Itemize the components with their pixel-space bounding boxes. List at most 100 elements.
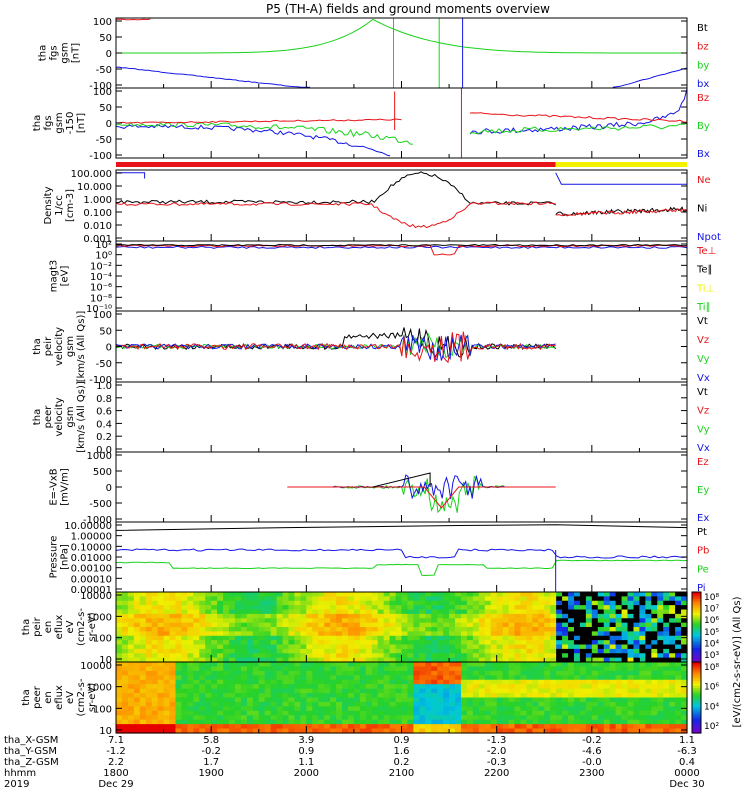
spectrogram-cell [116, 666, 123, 672]
spectrogram-cell [496, 662, 504, 668]
spectrogram-cell [466, 706, 474, 712]
spectrogram-cell [573, 706, 581, 712]
spectrogram-cell [681, 635, 688, 641]
spectrogram-cell [591, 631, 599, 637]
legend-item: bx [697, 79, 709, 90]
spectrogram-cell [508, 710, 516, 716]
spectrogram-cell [133, 635, 141, 641]
spectrogram-cell [466, 600, 474, 606]
spectrogram-cell [579, 653, 587, 659]
spectrogram-cell [526, 662, 533, 668]
spectrogram-cell [609, 653, 617, 659]
spectrogram-cell [526, 684, 533, 690]
spectrogram-cell [312, 679, 319, 685]
colorbar-step [692, 709, 701, 713]
spectrogram-cell [181, 596, 188, 602]
xaxis-tick-label: 0000 [674, 768, 699, 779]
spectrogram-cell [496, 627, 504, 632]
spectrogram-cell [217, 728, 224, 734]
spectrogram-cell [229, 662, 236, 668]
spectrogram-cell [413, 596, 420, 602]
y-axis-label: peer [43, 405, 54, 429]
spectrogram-cell [413, 728, 420, 734]
spectrogram-cell [633, 724, 641, 730]
spectrogram-cell [151, 710, 159, 716]
spectrogram-cell [478, 622, 486, 628]
spectrogram-cell [514, 670, 522, 676]
spectrogram-cell [490, 605, 498, 611]
spectrogram-cell [544, 644, 551, 650]
spectrogram-cell [365, 697, 373, 703]
spectrogram-cell [395, 724, 403, 730]
spectrogram-cell [639, 605, 646, 611]
spectrogram-cell [324, 648, 331, 654]
spectrogram-cell [288, 622, 296, 628]
spectrogram-cell [627, 600, 635, 606]
spectrogram-cell [466, 675, 474, 681]
spectrogram-cell [532, 666, 539, 672]
spectrogram-cell [199, 719, 206, 725]
spectrogram-cell [199, 662, 206, 668]
spectrogram-cell [246, 622, 254, 628]
spectrogram-cell [639, 684, 646, 690]
spectrogram-cell [526, 675, 533, 681]
spectrogram-cell [258, 706, 266, 712]
spectrogram-cell [627, 697, 635, 703]
spectrogram-cell [383, 592, 391, 597]
spectrogram-cell [508, 653, 516, 659]
spectrogram-cell [556, 605, 563, 611]
spectrogram-cell [591, 657, 599, 663]
spectrogram-cell [121, 662, 129, 668]
spectrogram-cell [579, 596, 587, 602]
spectrogram-cell [377, 622, 385, 628]
spectrogram-cell [431, 715, 438, 721]
spectrogram-cell [478, 679, 486, 685]
spectrogram-cell [175, 701, 183, 707]
trace-te-par [116, 243, 688, 247]
spectrogram-cell [502, 701, 510, 707]
spectrogram-cell [175, 596, 183, 602]
spectrogram-cell [508, 622, 516, 628]
spectrogram-cell [252, 592, 260, 597]
spectrogram-cell [443, 715, 450, 721]
spectrogram-cell [139, 715, 147, 721]
spectrogram-cell [437, 605, 444, 611]
spectrogram-cell [288, 710, 296, 716]
spectrogram-cell [175, 627, 183, 632]
spectrogram-cell [407, 710, 414, 716]
spectrogram-cell [181, 684, 188, 690]
spectrogram-cell [460, 627, 468, 632]
spectrogram-cell [205, 706, 212, 712]
spectrogram-cell [336, 600, 343, 606]
spectrogram-cell [353, 622, 361, 628]
spectrogram-cell [133, 666, 141, 672]
spectrogram-cell [484, 644, 492, 650]
spectrogram-cell [609, 592, 617, 597]
spectrogram-cell [508, 648, 516, 654]
spectrogram-cell [556, 644, 563, 650]
spectrogram-cell [532, 679, 539, 685]
spectrogram-cell [389, 640, 397, 646]
spectrogram-cell [264, 675, 272, 681]
xaxis-tick-label: 1.1 [298, 757, 314, 768]
spectrogram-cell [556, 728, 563, 734]
spectrogram-cell [669, 627, 676, 632]
spectrogram-cell [127, 728, 135, 734]
spectrogram-cell [425, 688, 432, 694]
spectrogram-cell [205, 715, 212, 721]
spectrogram-cell [347, 653, 355, 659]
spectrogram-cell [252, 710, 260, 716]
spectrogram-cell [234, 644, 242, 650]
spectrogram-cell [318, 684, 325, 690]
spectrogram-cell [573, 684, 581, 690]
spectrogram-cell [407, 596, 414, 602]
spectrogram-cell [538, 631, 545, 637]
spectrogram-cell [544, 728, 551, 734]
spectrogram-cell [187, 622, 194, 628]
y-tick-label: -1000 [83, 515, 112, 526]
spectrogram-cell [365, 684, 373, 690]
spectrogram-cell [645, 675, 652, 681]
spectrogram-cell [193, 613, 200, 619]
spectrogram-cell [240, 648, 248, 654]
spectrogram-cell [544, 724, 551, 730]
